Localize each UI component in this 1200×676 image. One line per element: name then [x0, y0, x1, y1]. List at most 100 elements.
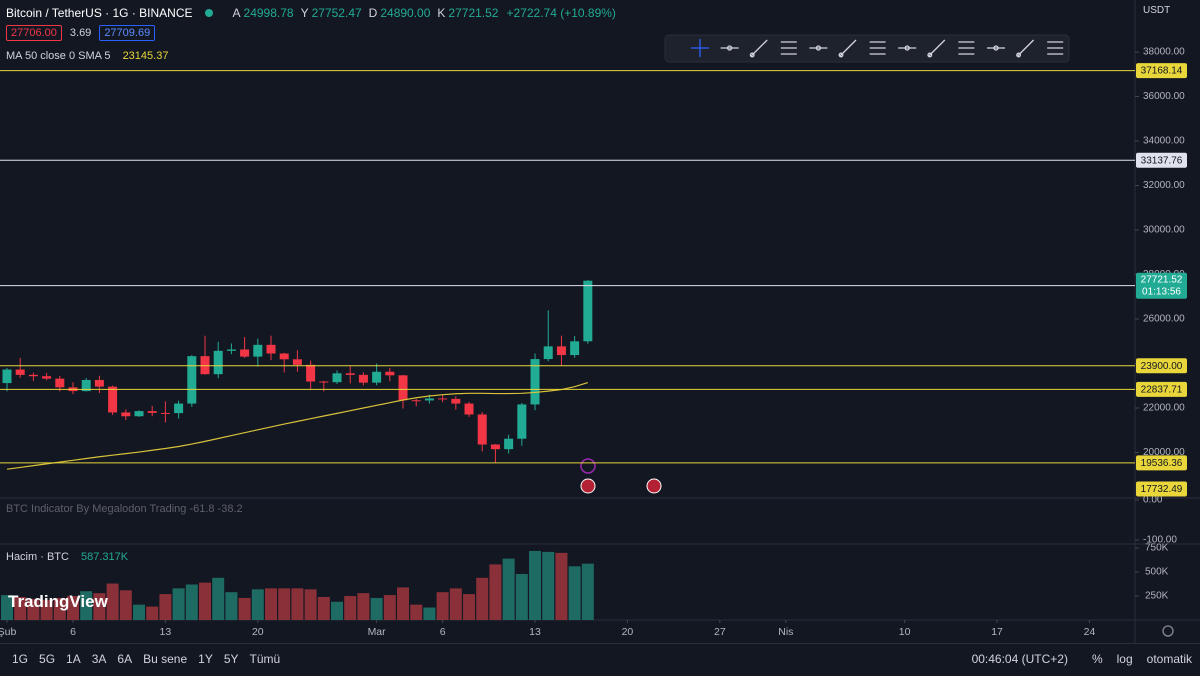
volume-bar [449, 588, 462, 620]
event-icon[interactable] [580, 478, 596, 494]
option-button[interactable]: otomatik [1146, 652, 1192, 666]
tool-glyph [749, 52, 755, 58]
ask[interactable]: 27709.69 [99, 25, 156, 41]
ohlc-key: Y [300, 6, 309, 20]
x-tick-label: 17 [991, 626, 1003, 638]
tool-glyph [815, 45, 822, 51]
tool-icon[interactable] [720, 45, 739, 51]
interval-button[interactable]: Bu sene [143, 652, 188, 666]
x-tick-label: 13 [160, 626, 172, 638]
candle-body [213, 350, 223, 375]
interval-button[interactable]: 1Y [198, 652, 213, 666]
volume-bar [0, 595, 13, 620]
candle-body [187, 356, 197, 404]
volume-bar [265, 588, 278, 620]
quote: 27706.00 3.69 27709.69 [6, 25, 156, 41]
tool-icon[interactable] [958, 41, 975, 55]
volume-bar [291, 588, 304, 620]
tool-glyph [1016, 52, 1022, 58]
level-label: 33137.76 [1141, 155, 1183, 166]
y-tick-label: 26000.00 [1143, 314, 1185, 325]
x-tick-label: 24 [1084, 626, 1096, 638]
tool-icon[interactable] [927, 39, 946, 58]
candle-body [543, 346, 553, 360]
candle-body [253, 344, 263, 357]
x-tick-label: 6 [440, 626, 446, 638]
indicator-title: BTC Indicator By Megalodon Trading -61.8… [6, 503, 243, 515]
spread: 3.69 [69, 27, 92, 39]
tool-icon[interactable] [987, 45, 1005, 51]
candle-body [385, 371, 395, 376]
currency[interactable]: USDT [1143, 5, 1170, 16]
level-tag [1136, 152, 1187, 168]
volume-title: Hacim · BTC [6, 551, 69, 563]
volume-bar [238, 597, 251, 620]
interval-button[interactable]: 5G [39, 652, 56, 666]
ohlc-key: K [437, 6, 446, 20]
option-button[interactable]: log [1116, 652, 1133, 666]
interval-button[interactable]: 6A [117, 652, 133, 666]
volume-bar [397, 587, 410, 620]
y-tick-label: 36000.00 [1143, 91, 1185, 102]
interval-button[interactable]: 3A [91, 652, 107, 666]
y-tick-label: 34000.00 [1143, 136, 1185, 147]
tool-icon[interactable] [749, 39, 768, 58]
chart: 38000.00 36000.00 34000.00 32000.00 30000.00… [0, 0, 1200, 643]
tool-icon[interactable] [1047, 41, 1064, 55]
tool-icon[interactable] [691, 39, 709, 57]
tool-glyph [726, 45, 733, 51]
y-tick-label: 0.00 [1143, 495, 1163, 506]
volume-bar [225, 592, 238, 620]
volume-bar [331, 601, 344, 620]
volume-bar [159, 594, 172, 620]
candle-body [121, 412, 131, 417]
ohlc-value: 24998.78 [243, 6, 294, 20]
y-tick-label: 250K [1145, 591, 1169, 602]
logo-text: TradingView [8, 592, 108, 611]
settings-icon[interactable] [1162, 625, 1174, 637]
x-tick-label: 20 [622, 626, 634, 638]
tool-icon[interactable] [898, 45, 917, 51]
interval-button[interactable]: 5Y [223, 652, 239, 666]
interval-button[interactable]: 1G [12, 652, 29, 666]
candle-body [81, 379, 91, 392]
candle-body [411, 400, 421, 402]
volume-bar [476, 577, 489, 620]
volume-bar [370, 597, 383, 620]
candle-body [372, 371, 382, 383]
volume-bar [93, 593, 106, 620]
candle-body [108, 386, 118, 413]
candle-body [55, 378, 65, 388]
interval-button[interactable]: Tümü [249, 652, 281, 666]
tool-icon[interactable] [869, 41, 886, 55]
event-icon[interactable] [580, 458, 596, 474]
volume-bar [568, 566, 581, 620]
logo: TradingView [8, 592, 108, 612]
change: +2722.74 (+10.89%) [506, 6, 616, 20]
volume-bar [278, 588, 291, 620]
candle-body [583, 280, 593, 342]
last-price-tag [1136, 272, 1187, 299]
volume-bar [542, 551, 555, 620]
tool-icon[interactable] [1016, 39, 1035, 58]
tool-glyph [838, 52, 844, 58]
tool-icon[interactable] [780, 41, 797, 55]
candle-body [42, 376, 52, 379]
event-icon[interactable] [646, 478, 662, 494]
ohlc: A 24998.78 Y 27752.47 D 24890.00 K 27721.52 [233, 6, 503, 20]
option-button[interactable]: % [1091, 652, 1103, 666]
bid[interactable]: 27706.00 [6, 25, 62, 41]
x-tick-label: 20 [252, 626, 264, 638]
status-dot [205, 9, 213, 17]
volume-value: 587.317K [80, 551, 129, 563]
volume-bar [40, 599, 53, 620]
tool-icon[interactable] [838, 39, 857, 58]
tool-icon[interactable] [809, 45, 828, 51]
candle-body [570, 341, 580, 356]
volume-bar [357, 593, 370, 620]
clock: 00:46:04 (UTC+2) [971, 652, 1068, 666]
options: 00:46:04 (UTC+2) % log otomatik [972, 652, 1192, 666]
candle-body [15, 369, 25, 375]
interval-button[interactable]: 1A [66, 652, 81, 666]
symbol[interactable]: Bitcoin / TetherUS · 1G · BINANCE [6, 6, 193, 20]
